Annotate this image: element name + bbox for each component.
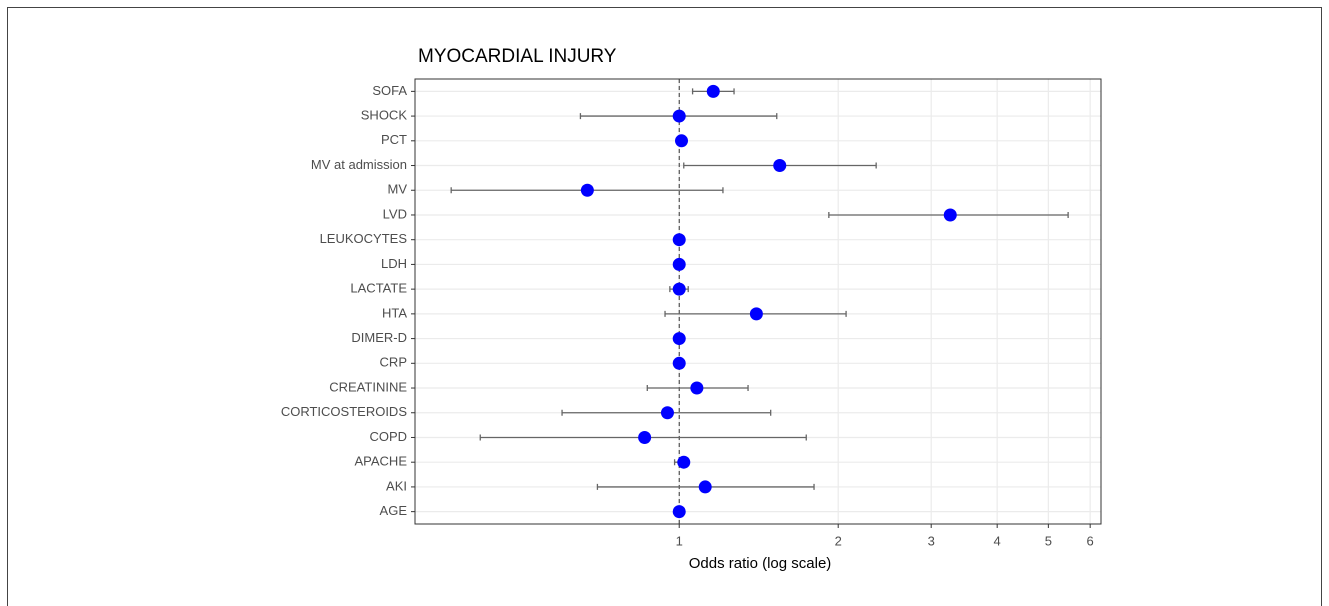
frame xyxy=(7,7,1322,606)
y-tick-label: SHOCK xyxy=(361,108,408,123)
y-tick-label: LDH xyxy=(381,256,407,271)
point xyxy=(675,134,689,148)
point xyxy=(749,307,763,321)
y-tick-label: LACTATE xyxy=(350,281,407,296)
x-tick-label: 2 xyxy=(835,533,842,548)
point xyxy=(580,183,594,197)
x-tick-label: 1 xyxy=(676,533,683,548)
plot-area xyxy=(415,79,1101,524)
y-tick-label: AGE xyxy=(380,503,408,518)
point xyxy=(706,84,720,98)
y-tick-label: DIMER-D xyxy=(351,330,407,345)
point xyxy=(672,505,686,519)
y-tick-label: LEUKOCYTES xyxy=(320,231,408,246)
y-tick-label: MV xyxy=(388,182,408,197)
y-tick-label: MV at admission xyxy=(311,157,407,172)
point xyxy=(690,381,704,395)
x-tick-label: 4 xyxy=(994,533,1001,548)
y-tick-label: CORTICOSTEROIDS xyxy=(281,404,407,419)
y-tick-label: HTA xyxy=(382,305,407,320)
point xyxy=(672,257,686,271)
plot-border xyxy=(414,78,1102,525)
point xyxy=(660,406,674,420)
point xyxy=(672,356,686,370)
x-tick-label: 6 xyxy=(1087,533,1094,548)
point xyxy=(698,480,712,494)
point xyxy=(672,109,686,123)
y-tick-label: AKI xyxy=(386,478,407,493)
point xyxy=(773,159,787,173)
point xyxy=(672,233,686,247)
point xyxy=(672,282,686,296)
point xyxy=(672,332,686,346)
y-tick-label: CREATININE xyxy=(329,379,407,394)
y-tick-label: PCT xyxy=(381,132,407,147)
chart-title: MYOCARDIAL INJURY xyxy=(418,46,617,67)
y-tick-label: COPD xyxy=(369,429,407,444)
y-tick-label: SOFA xyxy=(372,83,407,98)
point xyxy=(677,455,691,469)
x-axis-label: Odds ratio (log scale) xyxy=(689,555,832,572)
point xyxy=(638,430,652,444)
y-tick-label: CRP xyxy=(380,355,407,370)
y-tick-label: LVD xyxy=(383,206,407,221)
y-tick-label: APACHE xyxy=(355,454,408,469)
x-tick-label: 3 xyxy=(928,533,935,548)
x-tick-label: 5 xyxy=(1045,533,1052,548)
point xyxy=(943,208,957,222)
